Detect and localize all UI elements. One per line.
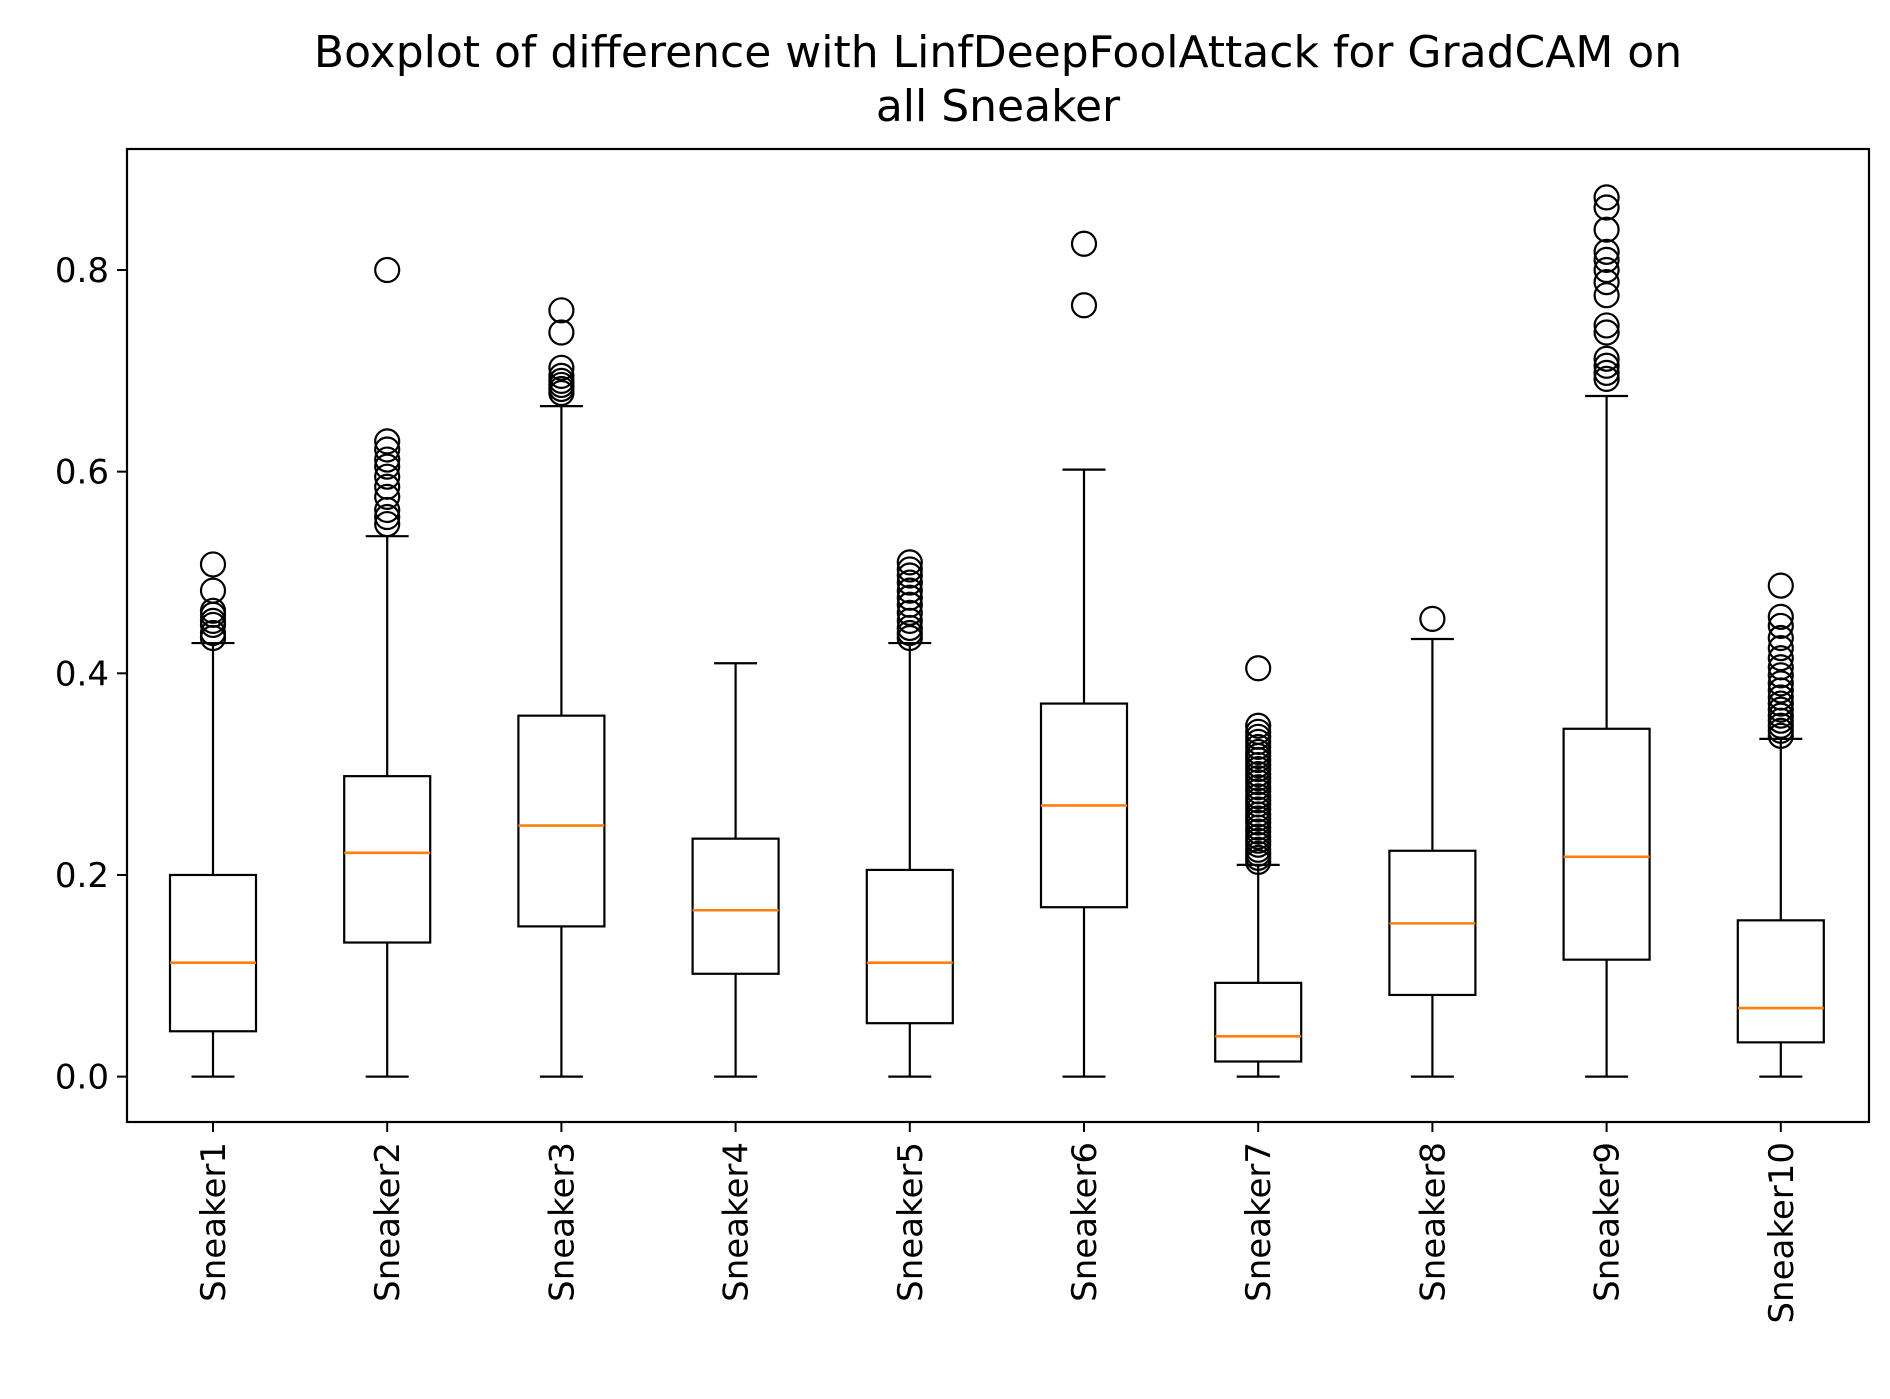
outlier-point: [896, 549, 923, 576]
outlier-point: [896, 556, 923, 583]
outlier-point: [1767, 684, 1794, 711]
outlier-point: [374, 453, 401, 480]
outlier-point: [1593, 312, 1620, 339]
x-tick-label: Sneaker6: [1065, 1142, 1105, 1302]
y-tick-label: 0.6: [55, 453, 109, 493]
x-tick-label: Sneaker9: [1588, 1142, 1628, 1302]
outlier-point: [1767, 612, 1794, 640]
outlier-point: [896, 562, 923, 589]
outlier-point: [374, 256, 401, 284]
x-tick-label: Sneaker5: [891, 1142, 931, 1302]
outlier-point: [374, 428, 401, 455]
outlier-point: [548, 362, 575, 389]
outlier-point: [896, 577, 923, 604]
outlier-point: [1767, 645, 1794, 672]
outlier-point: [1593, 345, 1620, 372]
outlier-point: [1593, 268, 1620, 296]
y-tick-label: 0.2: [55, 856, 109, 896]
y-tick-label: 0.8: [55, 251, 109, 291]
outlier-point: [199, 597, 227, 624]
outlier-point: [374, 473, 401, 500]
box-iqr: [168, 873, 258, 1033]
outlier-point: [374, 463, 401, 490]
outlier-point: [1767, 662, 1794, 689]
outlier-point: [1593, 194, 1620, 221]
y-tick-label: 0.4: [55, 654, 109, 694]
box-iqr: [865, 868, 954, 1025]
outlier-point: [548, 297, 575, 324]
outlier-point: [1593, 184, 1620, 211]
outlier-point: [1767, 696, 1794, 723]
outlier-point: [1593, 282, 1620, 309]
box-iqr: [1214, 981, 1303, 1063]
outlier-point: [1245, 718, 1272, 745]
chart-title-line-2: all Sneaker: [876, 81, 1121, 132]
outlier-point: [896, 569, 923, 596]
outlier-point: [896, 591, 923, 618]
outlier-point: [1070, 292, 1098, 319]
outlier-point: [1593, 238, 1620, 265]
box-iqr: [1562, 727, 1651, 961]
x-tick-label: Sneaker1: [194, 1142, 234, 1302]
box-iqr: [691, 837, 780, 975]
outlier-point: [1593, 359, 1620, 386]
outlier-point: [1767, 670, 1794, 697]
outlier-point: [548, 319, 575, 346]
outlier-point: [199, 619, 227, 647]
outlier-point: [374, 510, 401, 538]
x-tick-label: Sneaker3: [542, 1142, 582, 1302]
outlier-point: [548, 354, 575, 381]
outlier-point: [896, 584, 923, 611]
outlier-point: [1593, 352, 1620, 379]
x-tick-label: Sneaker10: [1762, 1142, 1802, 1324]
outlier-point: [896, 599, 923, 626]
box-iqr: [517, 714, 606, 928]
y-tick-label: 0.0: [55, 1058, 109, 1098]
x-tick-label: Sneaker7: [1239, 1142, 1279, 1302]
outlier-point: [374, 436, 401, 463]
outlier-point: [1767, 654, 1794, 681]
outlier-point: [1767, 690, 1794, 717]
chart-title-line-1: Boxplot of difference with LinfDeepFoolA…: [314, 27, 1682, 78]
outlier-point: [374, 483, 401, 510]
axes-frame: [125, 147, 1871, 1124]
outlier-point: [199, 551, 227, 578]
outlier-point: [1767, 635, 1794, 662]
outlier-point: [374, 446, 401, 473]
outlier-point: [1245, 712, 1272, 739]
outlier-point: [1593, 216, 1620, 243]
outlier-point: [199, 607, 227, 634]
outlier-point: [374, 503, 401, 531]
outlier-point: [199, 577, 227, 604]
outlier-point: [1767, 572, 1794, 599]
outlier-point: [1070, 230, 1098, 257]
x-tick-label: Sneaker2: [368, 1142, 408, 1302]
box-iqr: [1736, 919, 1825, 1044]
outlier-point: [1767, 603, 1794, 630]
outlier-point: [1767, 624, 1794, 652]
box-iqr: [343, 775, 432, 944]
x-tick-label: Sneaker8: [1413, 1142, 1453, 1302]
outlier-point: [1419, 605, 1446, 632]
outlier-point: [1593, 256, 1620, 284]
outlier-point: [1593, 246, 1620, 274]
outlier-point: [1593, 319, 1620, 346]
plot-area: 0.0 0.2 0.4 0.6 0.8 Sneaker1 Sneaker2 Sneaker3 S…: [55, 184, 1825, 1324]
outlier-point: [1767, 702, 1794, 729]
x-tick-label: Sneaker4: [717, 1142, 757, 1302]
outlier-point: [1245, 655, 1272, 682]
outlier-point: [1593, 365, 1620, 392]
